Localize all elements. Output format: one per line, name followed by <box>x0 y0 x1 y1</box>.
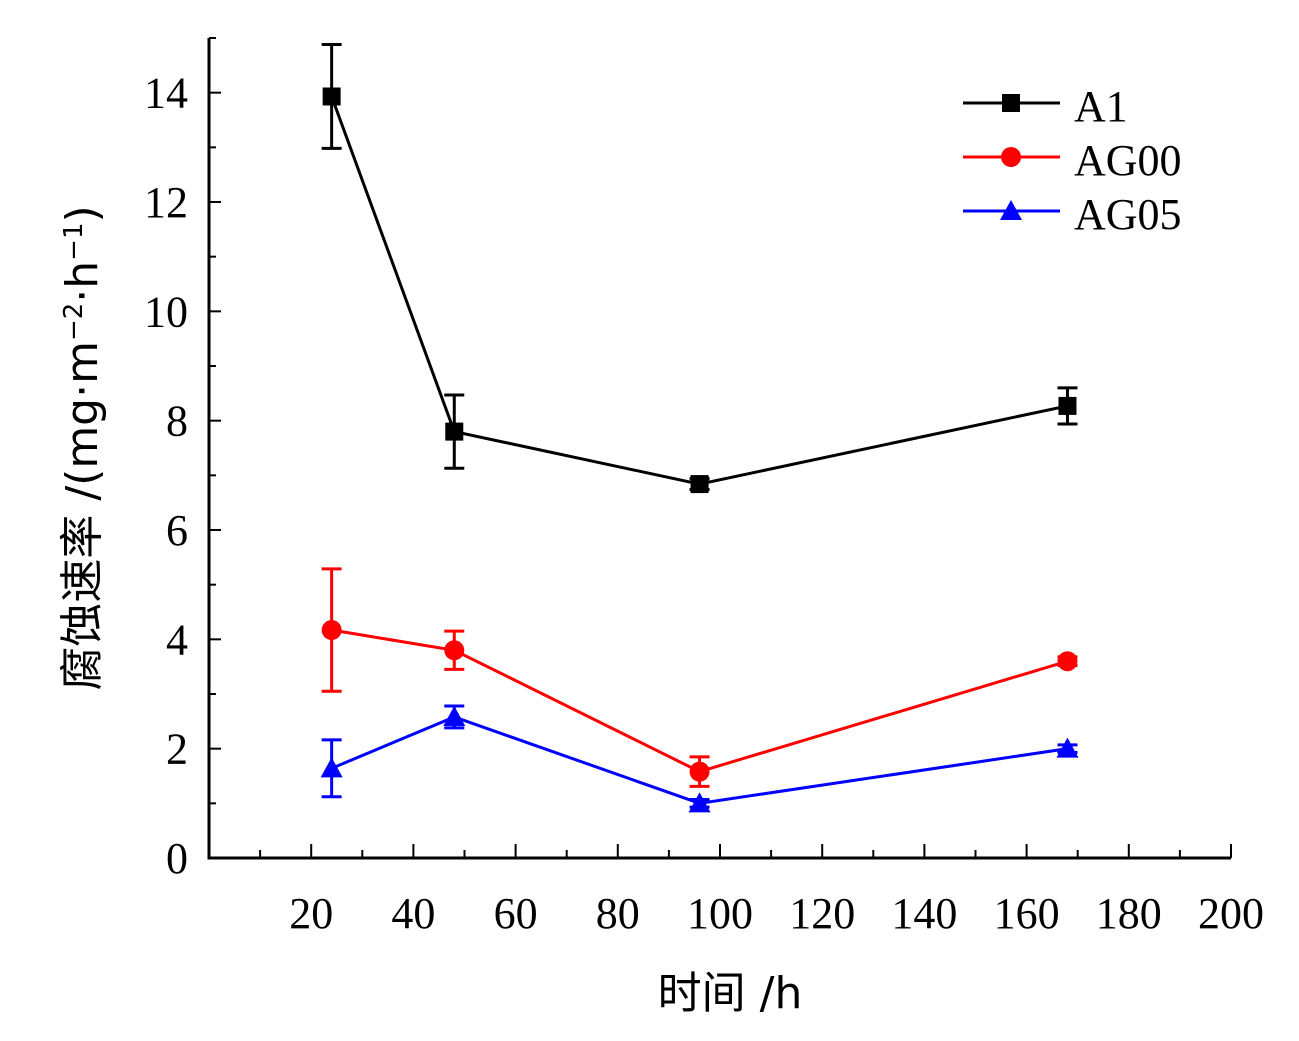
y-axis-title-mid: ·h <box>57 261 108 303</box>
legend-marker <box>1000 200 1022 220</box>
x-tick-label: 160 <box>994 889 1060 938</box>
series-layer <box>320 43 1079 813</box>
x-tick-label: 180 <box>1096 889 1162 938</box>
legend-item-a1: A1 <box>963 82 1128 131</box>
y-tick-label: 14 <box>144 69 188 118</box>
data-point <box>444 640 465 661</box>
axes: 20 40 60 80 100 120 140 160 180 200 0 2 4 6 8 10 12 14 <box>144 37 1264 938</box>
x-axis-title: 时间 /h <box>658 968 803 1019</box>
y-axis-title: 腐蚀速率 /(mg·m−2·h−1) <box>57 205 108 690</box>
legend-item-ag05: AG05 <box>963 190 1182 239</box>
x-tick-label: 80 <box>596 889 640 938</box>
data-point <box>688 792 711 813</box>
x-tick-label: 140 <box>891 889 957 938</box>
y-tick-label: 2 <box>166 725 188 774</box>
series-ag00 <box>321 567 1078 788</box>
y-axis-title-end: ) <box>57 205 108 222</box>
y-tick-label: 8 <box>166 397 188 446</box>
data-point <box>322 87 341 106</box>
y-tick-label: 12 <box>144 178 188 227</box>
data-point <box>690 475 709 494</box>
y-axis-title-sup1: −2 <box>59 303 89 341</box>
legend-marker <box>1001 147 1021 167</box>
data-point <box>1058 396 1077 415</box>
data-point <box>689 761 710 782</box>
y-tick-label: 0 <box>166 834 188 883</box>
x-tick-label: 100 <box>687 889 753 938</box>
x-tick-label: 20 <box>289 889 333 938</box>
data-point <box>443 705 466 726</box>
legend-label: A1 <box>1074 82 1128 131</box>
data-point <box>445 422 464 441</box>
legend-item-ag00: AG00 <box>963 136 1182 185</box>
legend-marker <box>1002 94 1020 112</box>
series-line <box>331 715 1068 805</box>
legend-label: AG00 <box>1074 136 1182 185</box>
y-axis-title-main: 腐蚀速率 /(mg·m <box>57 341 108 691</box>
x-tick-label: 60 <box>494 889 538 938</box>
data-point <box>321 620 342 641</box>
series-ag05 <box>320 704 1079 813</box>
legend-label: AG05 <box>1074 190 1182 239</box>
y-tick-label: 4 <box>166 615 188 664</box>
series-line <box>330 95 1068 486</box>
legend: A1 AG00 AG05 <box>963 82 1182 239</box>
data-point <box>1057 651 1078 672</box>
x-tick-label: 40 <box>391 889 435 938</box>
y-axis-title-sup2: −1 <box>59 223 89 261</box>
series-a1 <box>321 43 1078 494</box>
data-point <box>1056 737 1079 758</box>
y-tick-label: 6 <box>166 506 188 555</box>
data-point <box>320 757 343 778</box>
y-tick-label: 10 <box>144 287 188 336</box>
series-line <box>331 628 1068 774</box>
x-tick-label: 120 <box>789 889 855 938</box>
x-tick-label: 200 <box>1198 889 1264 938</box>
